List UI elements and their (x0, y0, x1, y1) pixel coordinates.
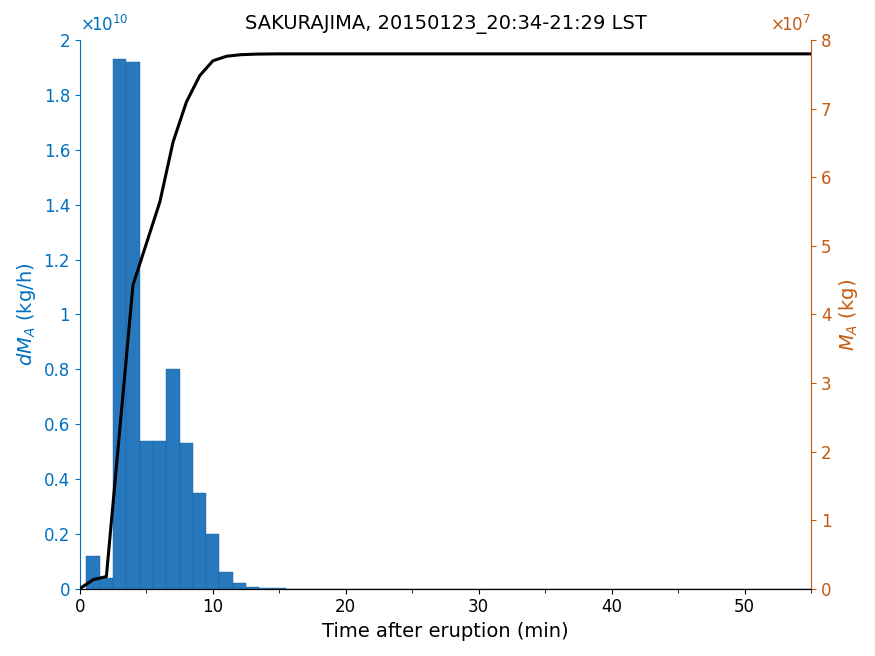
Bar (233, 583, 246, 588)
Bar (166, 369, 179, 588)
Bar (87, 556, 100, 588)
Bar (140, 441, 153, 588)
Bar (246, 586, 259, 588)
Bar (220, 572, 233, 588)
Y-axis label: $dM_A$ (kg/h): $dM_A$ (kg/h) (15, 262, 38, 366)
X-axis label: Time after eruption (min): Time after eruption (min) (322, 622, 569, 641)
Bar (100, 578, 113, 588)
Title: SAKURAJIMA, 20150123_20:34-21:29 LST: SAKURAJIMA, 20150123_20:34-21:29 LST (244, 15, 647, 34)
Bar (126, 62, 140, 588)
Bar (206, 534, 220, 588)
Bar (179, 443, 192, 588)
Bar (153, 441, 166, 588)
Text: $\times\!10^{10}$: $\times\!10^{10}$ (80, 14, 129, 35)
Bar (192, 493, 206, 588)
Text: $\times\!10^{7}$: $\times\!10^{7}$ (770, 14, 811, 35)
Bar (113, 59, 126, 588)
Y-axis label: $M_A$ (kg): $M_A$ (kg) (837, 278, 860, 350)
